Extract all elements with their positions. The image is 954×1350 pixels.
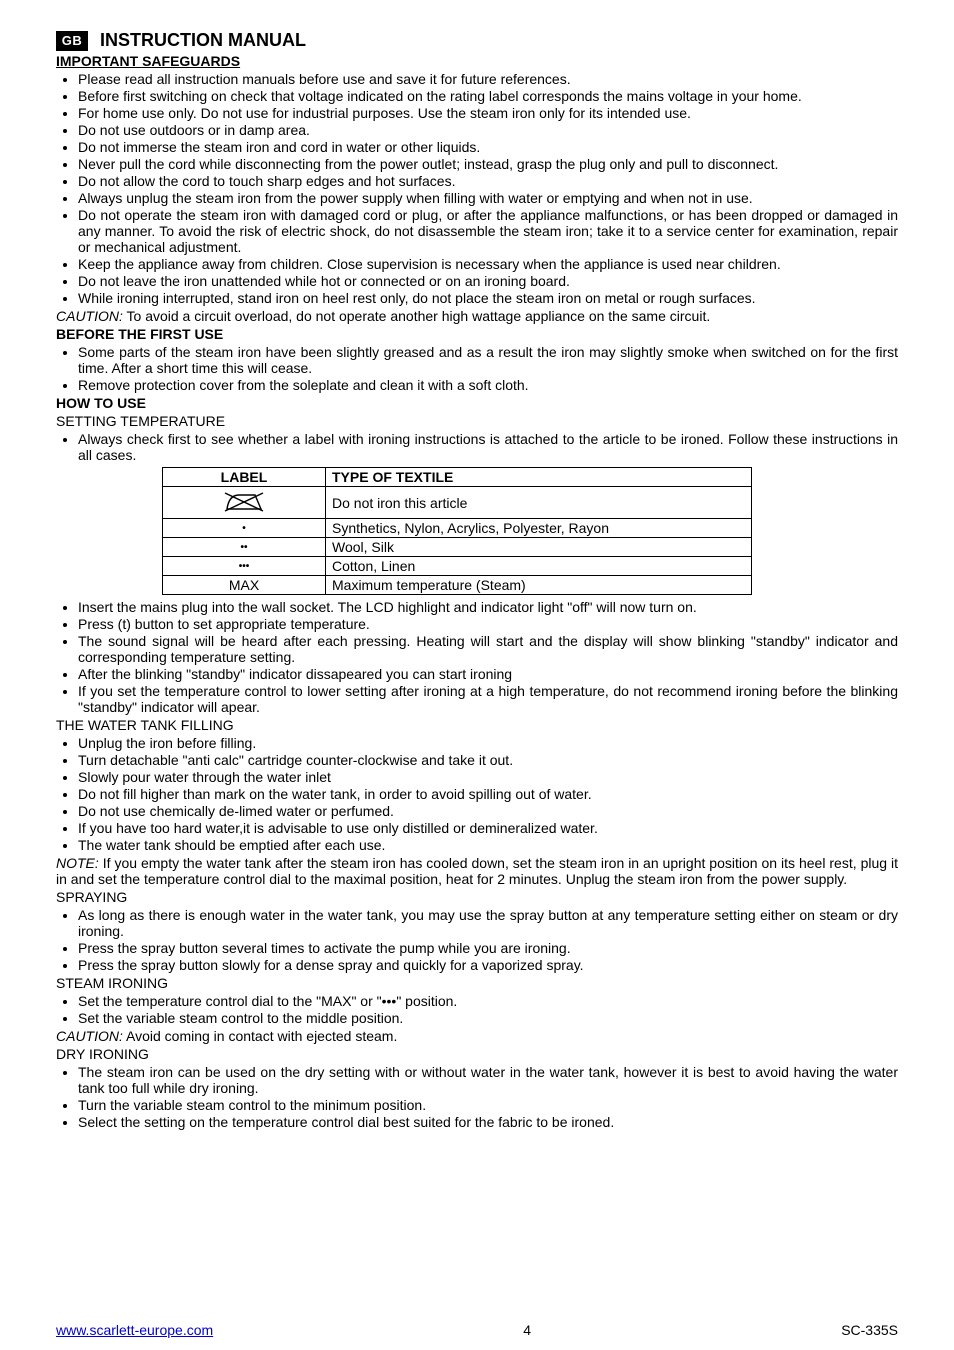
list-item: Do not allow the cord to touch sharp edg… — [78, 173, 898, 189]
before-first-list: Some parts of the steam iron have been s… — [56, 344, 898, 393]
footer-page: 4 — [523, 1322, 531, 1338]
text-cell: Wool, Silk — [326, 538, 752, 557]
table-row: •Synthetics, Nylon, Acrylics, Polyester,… — [163, 519, 752, 538]
spraying-heading: SPRAYING — [56, 889, 898, 905]
list-item: While ironing interrupted, stand iron on… — [78, 290, 898, 306]
list-item: Do not use chemically de-limed water or … — [78, 803, 898, 819]
list-item: Unplug the iron before filling. — [78, 735, 898, 751]
footer: www.scarlett-europe.com 4 SC-335S — [56, 1322, 898, 1338]
list-item: If you have too hard water,it is advisab… — [78, 820, 898, 836]
pre-table-list: Always check first to see whether a labe… — [56, 431, 898, 463]
list-item: Remove protection cover from the solepla… — [78, 377, 898, 393]
text-cell: Cotton, Linen — [326, 557, 752, 576]
list-item: For home use only. Do not use for indust… — [78, 105, 898, 121]
list-item: Insert the mains plug into the wall sock… — [78, 599, 898, 615]
water-tank-heading: THE WATER TANK FILLING — [56, 717, 898, 733]
list-item: Before first switching on check that vol… — [78, 88, 898, 104]
table-row: •••Cotton, Linen — [163, 557, 752, 576]
list-item: As long as there is enough water in the … — [78, 907, 898, 939]
list-item: Turn detachable "anti calc" cartridge co… — [78, 752, 898, 768]
textile-table: LABEL TYPE OF TEXTILE Do not iron this a… — [162, 467, 752, 595]
do-not-iron-icon — [221, 489, 267, 513]
text-cell: Maximum temperature (Steam) — [326, 576, 752, 595]
table-row: ••Wool, Silk — [163, 538, 752, 557]
list-item: Turn the variable steam control to the m… — [78, 1097, 898, 1113]
emphasis-lead: CAUTION: — [56, 308, 123, 324]
page: GB INSTRUCTION MANUAL IMPORTANT SAFEGUAR… — [0, 0, 954, 1350]
steam-caution: CAUTION: Avoid coming in contact with ej… — [56, 1028, 898, 1044]
water-tank-list: Unplug the iron before filling.Turn deta… — [56, 735, 898, 853]
steam-list: Set the temperature control dial to the … — [56, 993, 898, 1026]
document-title: INSTRUCTION MANUAL — [100, 30, 306, 51]
list-item: Never pull the cord while disconnecting … — [78, 156, 898, 172]
table-row: MAXMaximum temperature (Steam) — [163, 576, 752, 595]
list-item: Always unplug the steam iron from the po… — [78, 190, 898, 206]
label-cell — [163, 487, 326, 519]
setting-temperature-subhead: SETTING TEMPERATURE — [56, 413, 898, 429]
list-item: After the blinking "standby" indicator d… — [78, 666, 898, 682]
list-item: The sound signal will be heard after eac… — [78, 633, 898, 665]
label-cell: MAX — [163, 576, 326, 595]
dry-list: The steam iron can be used on the dry se… — [56, 1064, 898, 1130]
safeguards-heading: IMPORTANT SAFEGUARDS — [56, 53, 898, 69]
list-item: Do not leave the iron unattended while h… — [78, 273, 898, 289]
list-item: Set the variable steam control to the mi… — [78, 1010, 898, 1026]
title-row: GB INSTRUCTION MANUAL — [56, 30, 898, 51]
how-to-use-heading: HOW TO USE — [56, 395, 898, 411]
list-item: Do not immerse the steam iron and cord i… — [78, 139, 898, 155]
list-item: If you set the temperature control to lo… — [78, 683, 898, 715]
list-item: Some parts of the steam iron have been s… — [78, 344, 898, 376]
list-item: Press (t) button to set appropriate temp… — [78, 616, 898, 632]
footer-model: SC-335S — [841, 1322, 898, 1338]
country-flag-gb: GB — [56, 31, 88, 51]
label-cell: • — [163, 519, 326, 538]
table-header-row: LABEL TYPE OF TEXTILE — [163, 468, 752, 487]
label-cell: •• — [163, 538, 326, 557]
dry-heading: DRY IRONING — [56, 1046, 898, 1062]
list-item: Do not operate the steam iron with damag… — [78, 207, 898, 255]
steam-heading: STEAM IRONING — [56, 975, 898, 991]
list-item: Set the temperature control dial to the … — [78, 993, 898, 1009]
safeguards-list: Please read all instruction manuals befo… — [56, 71, 898, 306]
list-item: Always check first to see whether a labe… — [78, 431, 898, 463]
col-label: LABEL — [163, 468, 326, 487]
list-item: Select the setting on the temperature co… — [78, 1114, 898, 1130]
list-item: Please read all instruction manuals befo… — [78, 71, 898, 87]
water-tank-note: NOTE: If you empty the water tank after … — [56, 855, 898, 887]
list-item: Keep the appliance away from children. C… — [78, 256, 898, 272]
text-cell: Synthetics, Nylon, Acrylics, Polyester, … — [326, 519, 752, 538]
emphasis-lead: CAUTION: — [56, 1028, 123, 1044]
list-item: Press the spray button several times to … — [78, 940, 898, 956]
label-cell: ••• — [163, 557, 326, 576]
table-row: Do not iron this article — [163, 487, 752, 519]
safeguards-caution: CAUTION: To avoid a circuit overload, do… — [56, 308, 898, 324]
footer-url[interactable]: www.scarlett-europe.com — [56, 1322, 213, 1338]
list-item: The steam iron can be used on the dry se… — [78, 1064, 898, 1096]
spraying-list: As long as there is enough water in the … — [56, 907, 898, 973]
list-item: Do not fill higher than mark on the wate… — [78, 786, 898, 802]
before-first-heading: BEFORE THE FIRST USE — [56, 326, 898, 342]
list-item: Slowly pour water through the water inle… — [78, 769, 898, 785]
post-table-list: Insert the mains plug into the wall sock… — [56, 599, 898, 715]
list-item: The water tank should be emptied after e… — [78, 837, 898, 853]
emphasis-lead: NOTE: — [56, 855, 99, 871]
col-type: TYPE OF TEXTILE — [326, 468, 752, 487]
list-item: Press the spray button slowly for a dens… — [78, 957, 898, 973]
list-item: Do not use outdoors or in damp area. — [78, 122, 898, 138]
text-cell: Do not iron this article — [326, 487, 752, 519]
